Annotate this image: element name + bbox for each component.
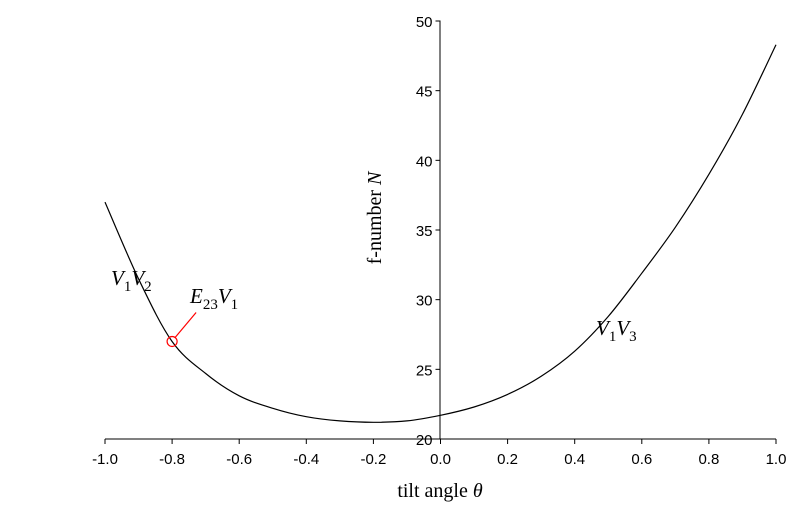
point-marker <box>166 335 178 348</box>
x-tick-label: -1.0 <box>92 451 118 468</box>
x-tick-label: -0.4 <box>293 451 319 468</box>
x-ticks: -1.0 -0.8 -0.6 -0.4 -0.2 0.0 0.2 0.4 0.6 0.8 1.0 <box>92 439 786 468</box>
y-axis-label: f-number N <box>364 170 386 264</box>
annotation-e23v1: E23V1 <box>189 284 238 313</box>
y-tick-label: 20 <box>416 432 433 449</box>
x-tick-label: 0.6 <box>631 451 652 468</box>
x-tick-label: -0.8 <box>159 451 185 468</box>
x-tick-label: 0.4 <box>564 451 585 468</box>
annotation-v1v3: V1V3 <box>596 316 637 345</box>
x-tick-label: -0.6 <box>226 451 252 468</box>
y-tick-label: 25 <box>416 362 433 379</box>
x-tick-label: 0.0 <box>430 451 451 468</box>
x-axis-label: tilt angle θ <box>397 480 483 502</box>
y-tick-label: 45 <box>416 84 433 101</box>
y-tick-label: 50 <box>416 14 433 31</box>
y-tick-label: 30 <box>416 293 433 310</box>
annotation-leader-line <box>174 312 197 338</box>
x-tick-label: 0.2 <box>497 451 518 468</box>
y-tick-label: 35 <box>416 223 433 240</box>
y-ticks: 20 25 30 35 40 45 50 <box>416 14 441 449</box>
x-tick-label: 0.8 <box>698 451 719 468</box>
y-tick-label: 40 <box>416 153 433 170</box>
annotation-v1v2: V1V2 <box>111 266 152 295</box>
series-line <box>104 44 777 423</box>
x-tick-label: -0.2 <box>360 451 386 468</box>
x-tick-label: 1.0 <box>766 451 787 468</box>
